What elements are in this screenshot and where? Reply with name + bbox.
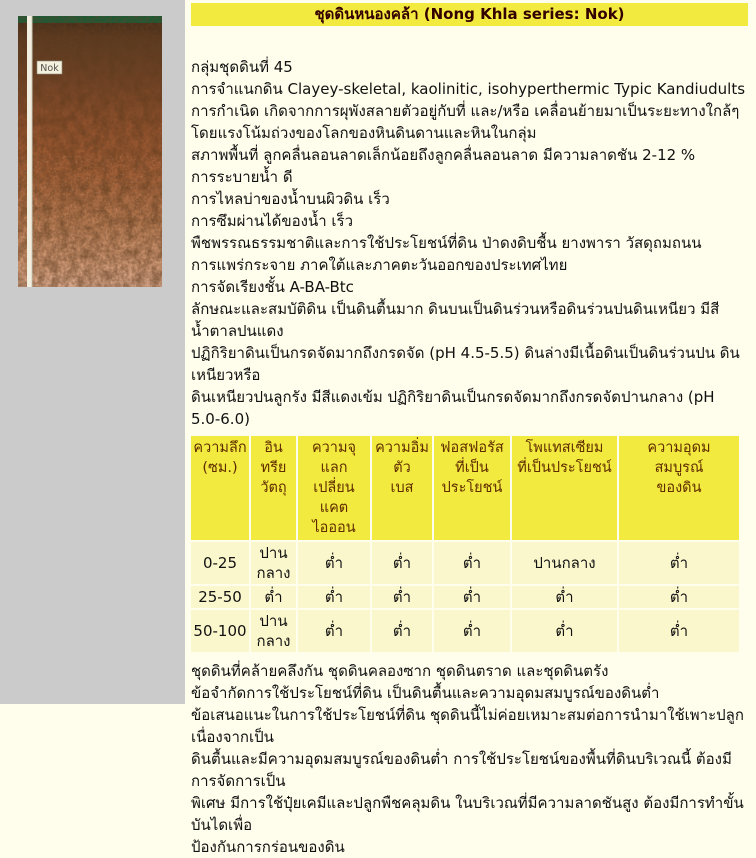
- table-cell: ต่ำ: [619, 610, 739, 652]
- soil-notes: ชุดดินที่คล้ายคลึงกัน ชุดดินคลองซาก ชุดด…: [191, 660, 748, 858]
- table-cell: ต่ำ: [372, 542, 432, 584]
- table-cell: 50-100: [191, 610, 249, 652]
- text-line: การกำเนิด เกิดจากการผุพังสลายตัวอยู่กับท…: [191, 102, 740, 120]
- table-header-row: ความลึก (ซม.) อินทรีย วัตถุ ความจุแลก เปลี…: [191, 436, 739, 540]
- text-line: ข้อเสนอแนะในการใช้ประโยชน์ที่ดิน ชุดดินน…: [191, 706, 744, 746]
- page-title: ชุดดินหนองคล้า (Nong Khla series: Nok): [191, 3, 748, 26]
- text-line: พืชพรรณธรรมชาติและการใช้ประโยชน์ที่ดิน ป…: [191, 234, 702, 252]
- table-cell: ต่ำ: [251, 586, 296, 608]
- text-line: โดยแรงโน้มถ่วงของโลกของหินดินดานและหินใน…: [191, 124, 537, 142]
- table-row: 25-50 ต่ำ ต่ำ ต่ำ ต่ำ ต่ำ ต่ำ: [191, 586, 739, 608]
- column-header: ความอุดม สมบูรณ์ ของดิน: [619, 436, 739, 540]
- column-header: ความอิ่มตัว เบส: [372, 436, 432, 540]
- table-cell: ต่ำ: [619, 586, 739, 608]
- table-cell: ต่ำ: [434, 542, 510, 584]
- sidebar: Nok: [0, 0, 185, 704]
- table-body: 0-25 ปานกลาง ต่ำ ต่ำ ต่ำ ปานกลาง ต่ำ 25-50 ต่ำ ต่…: [191, 542, 739, 652]
- measuring-ruler: [27, 16, 33, 287]
- text-line: ชุดดินที่คล้ายคลึงกัน ชุดดินคลองซาก ชุดด…: [191, 662, 609, 680]
- soil-description: กลุ่มชุดดินที่ 45 การจำแนกดิน Clayey-skel…: [191, 56, 748, 430]
- text-line: ลักษณะและสมบัติดิน เป็นดินตื้นมาก ดินบนเ…: [191, 300, 720, 340]
- table-row: 50-100 ปานกลาง ต่ำ ต่ำ ต่ำ ต่ำ ต่ำ: [191, 610, 739, 652]
- text-line: การจำแนกดิน Clayey-skeletal, kaolinitic,…: [191, 80, 746, 98]
- soil-profile-photo: Nok: [18, 16, 162, 287]
- column-header: ฟอสฟอรัส ที่เป็น ประโยชน์: [434, 436, 510, 540]
- soil-properties-table: ความลึก (ซม.) อินทรีย วัตถุ ความจุแลก เปลี…: [189, 434, 741, 654]
- table-row: 0-25 ปานกลาง ต่ำ ต่ำ ต่ำ ปานกลาง ต่ำ: [191, 542, 739, 584]
- text-line: ดินเหนียวปนลูกรัง มีสีแดงเข้ม ปฏิกิริยาด…: [191, 388, 715, 428]
- text-line: พิเศษ มีการใช้ปุ๋ยเคมีและปลูกพืชคลุมดิน …: [191, 794, 744, 834]
- table-cell: ต่ำ: [372, 610, 432, 652]
- table-cell: ปานกลาง: [251, 542, 296, 584]
- text-line: การระบายน้ำ ดี: [191, 168, 293, 186]
- table-cell: 0-25: [191, 542, 249, 584]
- text-line: ดินตื้นและมีความอุดมสมบูรณ์ของดินต่ำ การ…: [191, 750, 732, 790]
- table-cell: ต่ำ: [298, 542, 370, 584]
- column-header: อินทรีย วัตถุ: [251, 436, 296, 540]
- table-cell: ปานกลาง: [251, 610, 296, 652]
- table-cell: 25-50: [191, 586, 249, 608]
- table-cell: ต่ำ: [372, 586, 432, 608]
- column-header: ความจุแลก เปลี่ยน แคตไอออน: [298, 436, 370, 540]
- table-cell: ต่ำ: [434, 610, 510, 652]
- text-line: ข้อจำกัดการใช้ประโยชน์ที่ดิน เป็นดินตื้น…: [191, 684, 660, 702]
- text-line: การจัดเรียงชั้น A-BA-Btc: [191, 278, 354, 296]
- table-cell: ต่ำ: [619, 542, 739, 584]
- table-cell: ต่ำ: [512, 610, 617, 652]
- text-line: ปฏิกิริยาดินเป็นกรดจัดมากถึงกรดจัด (pH 4…: [191, 344, 740, 384]
- text-line: กลุ่มชุดดินที่ 45: [191, 58, 293, 76]
- text-line: ป้องกันการกร่อนของดิน: [191, 838, 345, 856]
- column-header: โพแทสเซียม ที่เป็นประโยชน์: [512, 436, 617, 540]
- table-cell: ต่ำ: [298, 610, 370, 652]
- table-cell: ปานกลาง: [512, 542, 617, 584]
- text-line: สภาพพื้นที่ ลูกคลื่นลอนลาดเล็กน้อยถึงลูก…: [191, 146, 696, 164]
- soil-profile-image: Nok: [18, 16, 162, 287]
- photo-sign-label: Nok: [40, 63, 59, 74]
- content-area: ชุดดินหนองคล้า (Nong Khla series: Nok) ก…: [185, 0, 756, 856]
- text-line: การไหลบ่าของน้ำบนผิวดิน เร็ว: [191, 190, 390, 208]
- text-line: การแพร่กระจาย ภาคใต้และภาคตะวันออกของประ…: [191, 256, 568, 274]
- table-cell: ต่ำ: [512, 586, 617, 608]
- text-line: การซึมผ่านได้ของน้ำ เร็ว: [191, 212, 354, 230]
- table-cell: ต่ำ: [298, 586, 370, 608]
- table-cell: ต่ำ: [434, 586, 510, 608]
- photo-sign: Nok: [36, 60, 63, 75]
- column-header: ความลึก (ซม.): [191, 436, 249, 540]
